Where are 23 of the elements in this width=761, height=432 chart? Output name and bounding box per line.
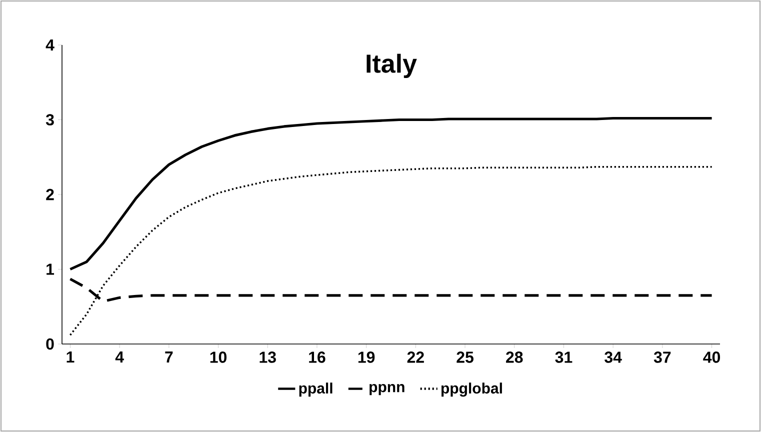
legend-label: ppall (299, 382, 332, 397)
x-tick-label: 1 (66, 352, 74, 363)
x-tick-label: 31 (555, 352, 572, 363)
x-tick-label: 22 (407, 352, 424, 363)
y-tick-label: 2 (46, 188, 54, 200)
chart-title: Italy (366, 54, 417, 78)
x-tick-label: 10 (210, 352, 227, 363)
x-tick-label: 40 (703, 352, 720, 363)
y-tick-label: 1 (46, 264, 54, 275)
legend-label: ppnn (370, 384, 404, 396)
y-tick-label: 3 (46, 114, 54, 126)
x-tick-label: 13 (260, 352, 276, 363)
x-tick-label: 16 (309, 352, 326, 363)
x-tick-label: 7 (165, 352, 173, 363)
x-tick-label: 4 (115, 352, 124, 363)
y-tick-label: 0 (46, 338, 54, 350)
x-tick-label: 37 (654, 352, 671, 363)
y-tick-label: 4 (46, 39, 54, 51)
x-tick-label: 19 (358, 352, 375, 363)
x-tick-label: 34 (604, 352, 622, 363)
legend-label: ppglobal (441, 382, 502, 397)
x-tick-label: 28 (506, 352, 523, 363)
x-tick-label: 25 (456, 352, 474, 363)
